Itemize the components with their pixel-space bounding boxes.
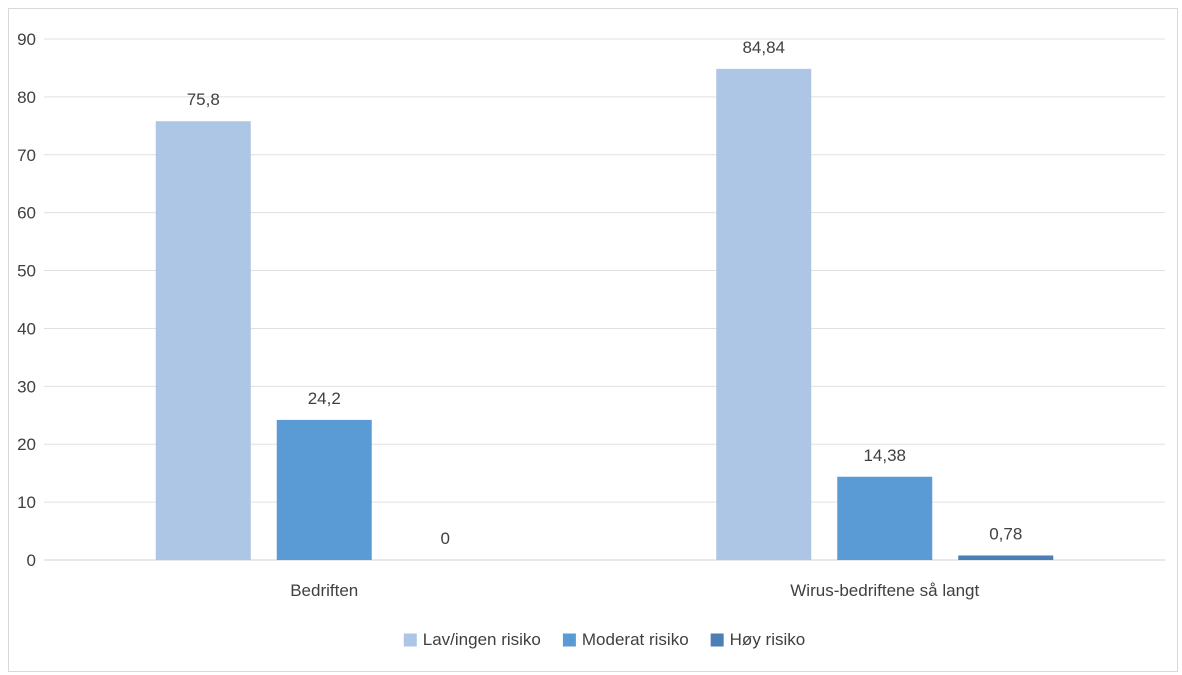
y-tick-label: 70 — [17, 146, 36, 165]
legend-label: Moderat risiko — [582, 630, 689, 649]
legend-swatch — [562, 633, 576, 647]
y-tick-label: 50 — [17, 262, 36, 281]
data-label: 84,84 — [742, 38, 785, 57]
y-tick-label: 80 — [17, 88, 36, 107]
data-label: 0,78 — [989, 524, 1022, 543]
bar — [958, 555, 1054, 560]
data-label: 0 — [441, 529, 450, 548]
data-label: 24,2 — [308, 389, 341, 408]
bar — [837, 476, 933, 560]
bar — [155, 121, 251, 561]
y-tick-label: 90 — [17, 30, 36, 49]
legend-label: Lav/ingen risiko — [423, 630, 541, 649]
y-tick-label: 0 — [27, 551, 36, 570]
bar — [716, 68, 812, 560]
legend-swatch — [710, 633, 724, 647]
y-tick-label: 10 — [17, 493, 36, 512]
y-tick-label: 60 — [17, 204, 36, 223]
x-tick-label: Bedriften — [290, 581, 358, 600]
legend-swatch — [403, 633, 417, 647]
bar — [276, 419, 372, 560]
legend-label: Høy risiko — [730, 630, 806, 649]
x-tick-label: Wirus-bedriftene så langt — [790, 581, 979, 600]
data-label: 14,38 — [863, 446, 906, 465]
y-tick-label: 30 — [17, 377, 36, 396]
y-tick-label: 20 — [17, 435, 36, 454]
data-label: 75,8 — [187, 90, 220, 109]
y-tick-label: 40 — [17, 319, 36, 338]
